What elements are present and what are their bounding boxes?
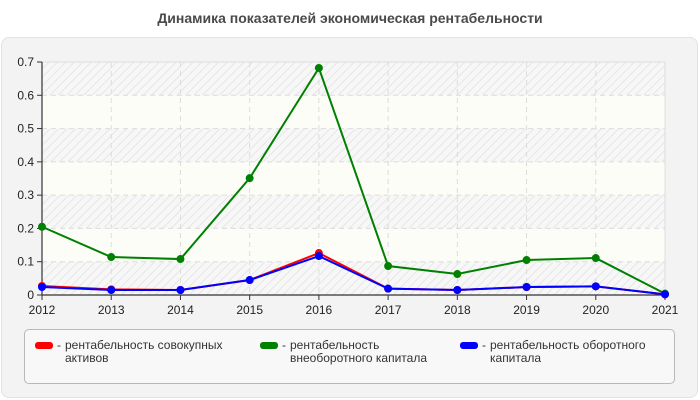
x-tick-label: 2020 bbox=[582, 303, 609, 317]
data-point[interactable] bbox=[591, 254, 600, 263]
legend-item-working-capital[interactable]: - рентабельность оборотного капитала bbox=[460, 339, 680, 365]
chart-title: Динамика показателей экономическая рента… bbox=[157, 10, 543, 26]
x-tick-label: 2012 bbox=[29, 303, 56, 317]
y-tick-label: 0 bbox=[27, 288, 34, 302]
y-tick-label: 0.4 bbox=[17, 155, 34, 169]
data-point[interactable] bbox=[314, 63, 323, 72]
series-line[interactable] bbox=[41, 65, 666, 295]
data-point[interactable] bbox=[591, 282, 600, 291]
data-point[interactable] bbox=[661, 290, 669, 299]
x-tick-label: 2014 bbox=[167, 303, 194, 317]
x-tick-label: 2021 bbox=[652, 303, 679, 317]
series-line[interactable] bbox=[41, 254, 666, 296]
y-tick-label: 0.2 bbox=[17, 221, 34, 235]
y-tick-label: 0.5 bbox=[17, 122, 34, 136]
data-point[interactable] bbox=[522, 256, 531, 265]
data-point[interactable] bbox=[107, 286, 116, 295]
data-point[interactable] bbox=[384, 284, 393, 293]
y-tick-label: 0.3 bbox=[17, 188, 34, 202]
x-tick-label: 2015 bbox=[236, 303, 263, 317]
y-tick-label: 0.6 bbox=[17, 88, 34, 102]
x-tick-label: 2019 bbox=[513, 303, 540, 317]
data-point[interactable] bbox=[314, 252, 323, 261]
data-point[interactable] bbox=[107, 253, 116, 262]
legend-item-non-current-capital[interactable]: - рентабельность внеоборотного капитала bbox=[260, 339, 465, 365]
data-point[interactable] bbox=[453, 286, 462, 295]
grid-lines bbox=[42, 62, 665, 295]
data-point[interactable] bbox=[38, 283, 46, 292]
data-point[interactable] bbox=[384, 262, 393, 271]
x-tick-label: 2017 bbox=[375, 303, 402, 317]
axes: 0 0.1 0.2 0.3 0.4 0.5 0.6 0.7 2012 2013 2014 2015 20… bbox=[17, 55, 678, 317]
data-point[interactable] bbox=[176, 255, 185, 264]
data-point[interactable] bbox=[245, 276, 254, 285]
data-point[interactable] bbox=[522, 283, 531, 292]
data-point[interactable] bbox=[176, 286, 185, 295]
line-chart: 0 0.1 0.2 0.3 0.4 0.5 0.6 0.7 2012 2013 2014 2015 20… bbox=[17, 55, 678, 317]
legend-item-total-assets[interactable]: - рентабельность совокупных активов bbox=[35, 339, 255, 365]
plot-background bbox=[41, 61, 666, 296]
x-tick-label: 2016 bbox=[306, 303, 333, 317]
green-swatch-icon bbox=[260, 342, 278, 349]
data-point[interactable] bbox=[245, 174, 254, 183]
x-tick-label: 2013 bbox=[98, 303, 125, 317]
blue-swatch-icon bbox=[460, 342, 478, 349]
y-tick-label: 0.1 bbox=[17, 255, 34, 269]
data-point[interactable] bbox=[38, 222, 46, 231]
red-swatch-icon bbox=[35, 342, 53, 349]
data-series bbox=[38, 63, 669, 299]
x-tick-label: 2018 bbox=[444, 303, 471, 317]
y-tick-label: 0.7 bbox=[17, 55, 34, 69]
legend: - рентабельность совокупных активов - ре… bbox=[24, 329, 675, 384]
data-point[interactable] bbox=[453, 270, 462, 279]
